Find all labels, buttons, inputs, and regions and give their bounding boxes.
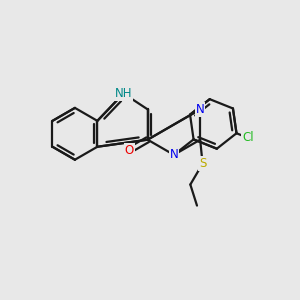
Text: NH: NH: [115, 87, 132, 100]
Text: S: S: [199, 157, 206, 170]
Text: Cl: Cl: [242, 131, 254, 144]
Text: N: N: [196, 103, 205, 116]
Text: O: O: [125, 144, 134, 157]
Text: N: N: [169, 148, 178, 161]
